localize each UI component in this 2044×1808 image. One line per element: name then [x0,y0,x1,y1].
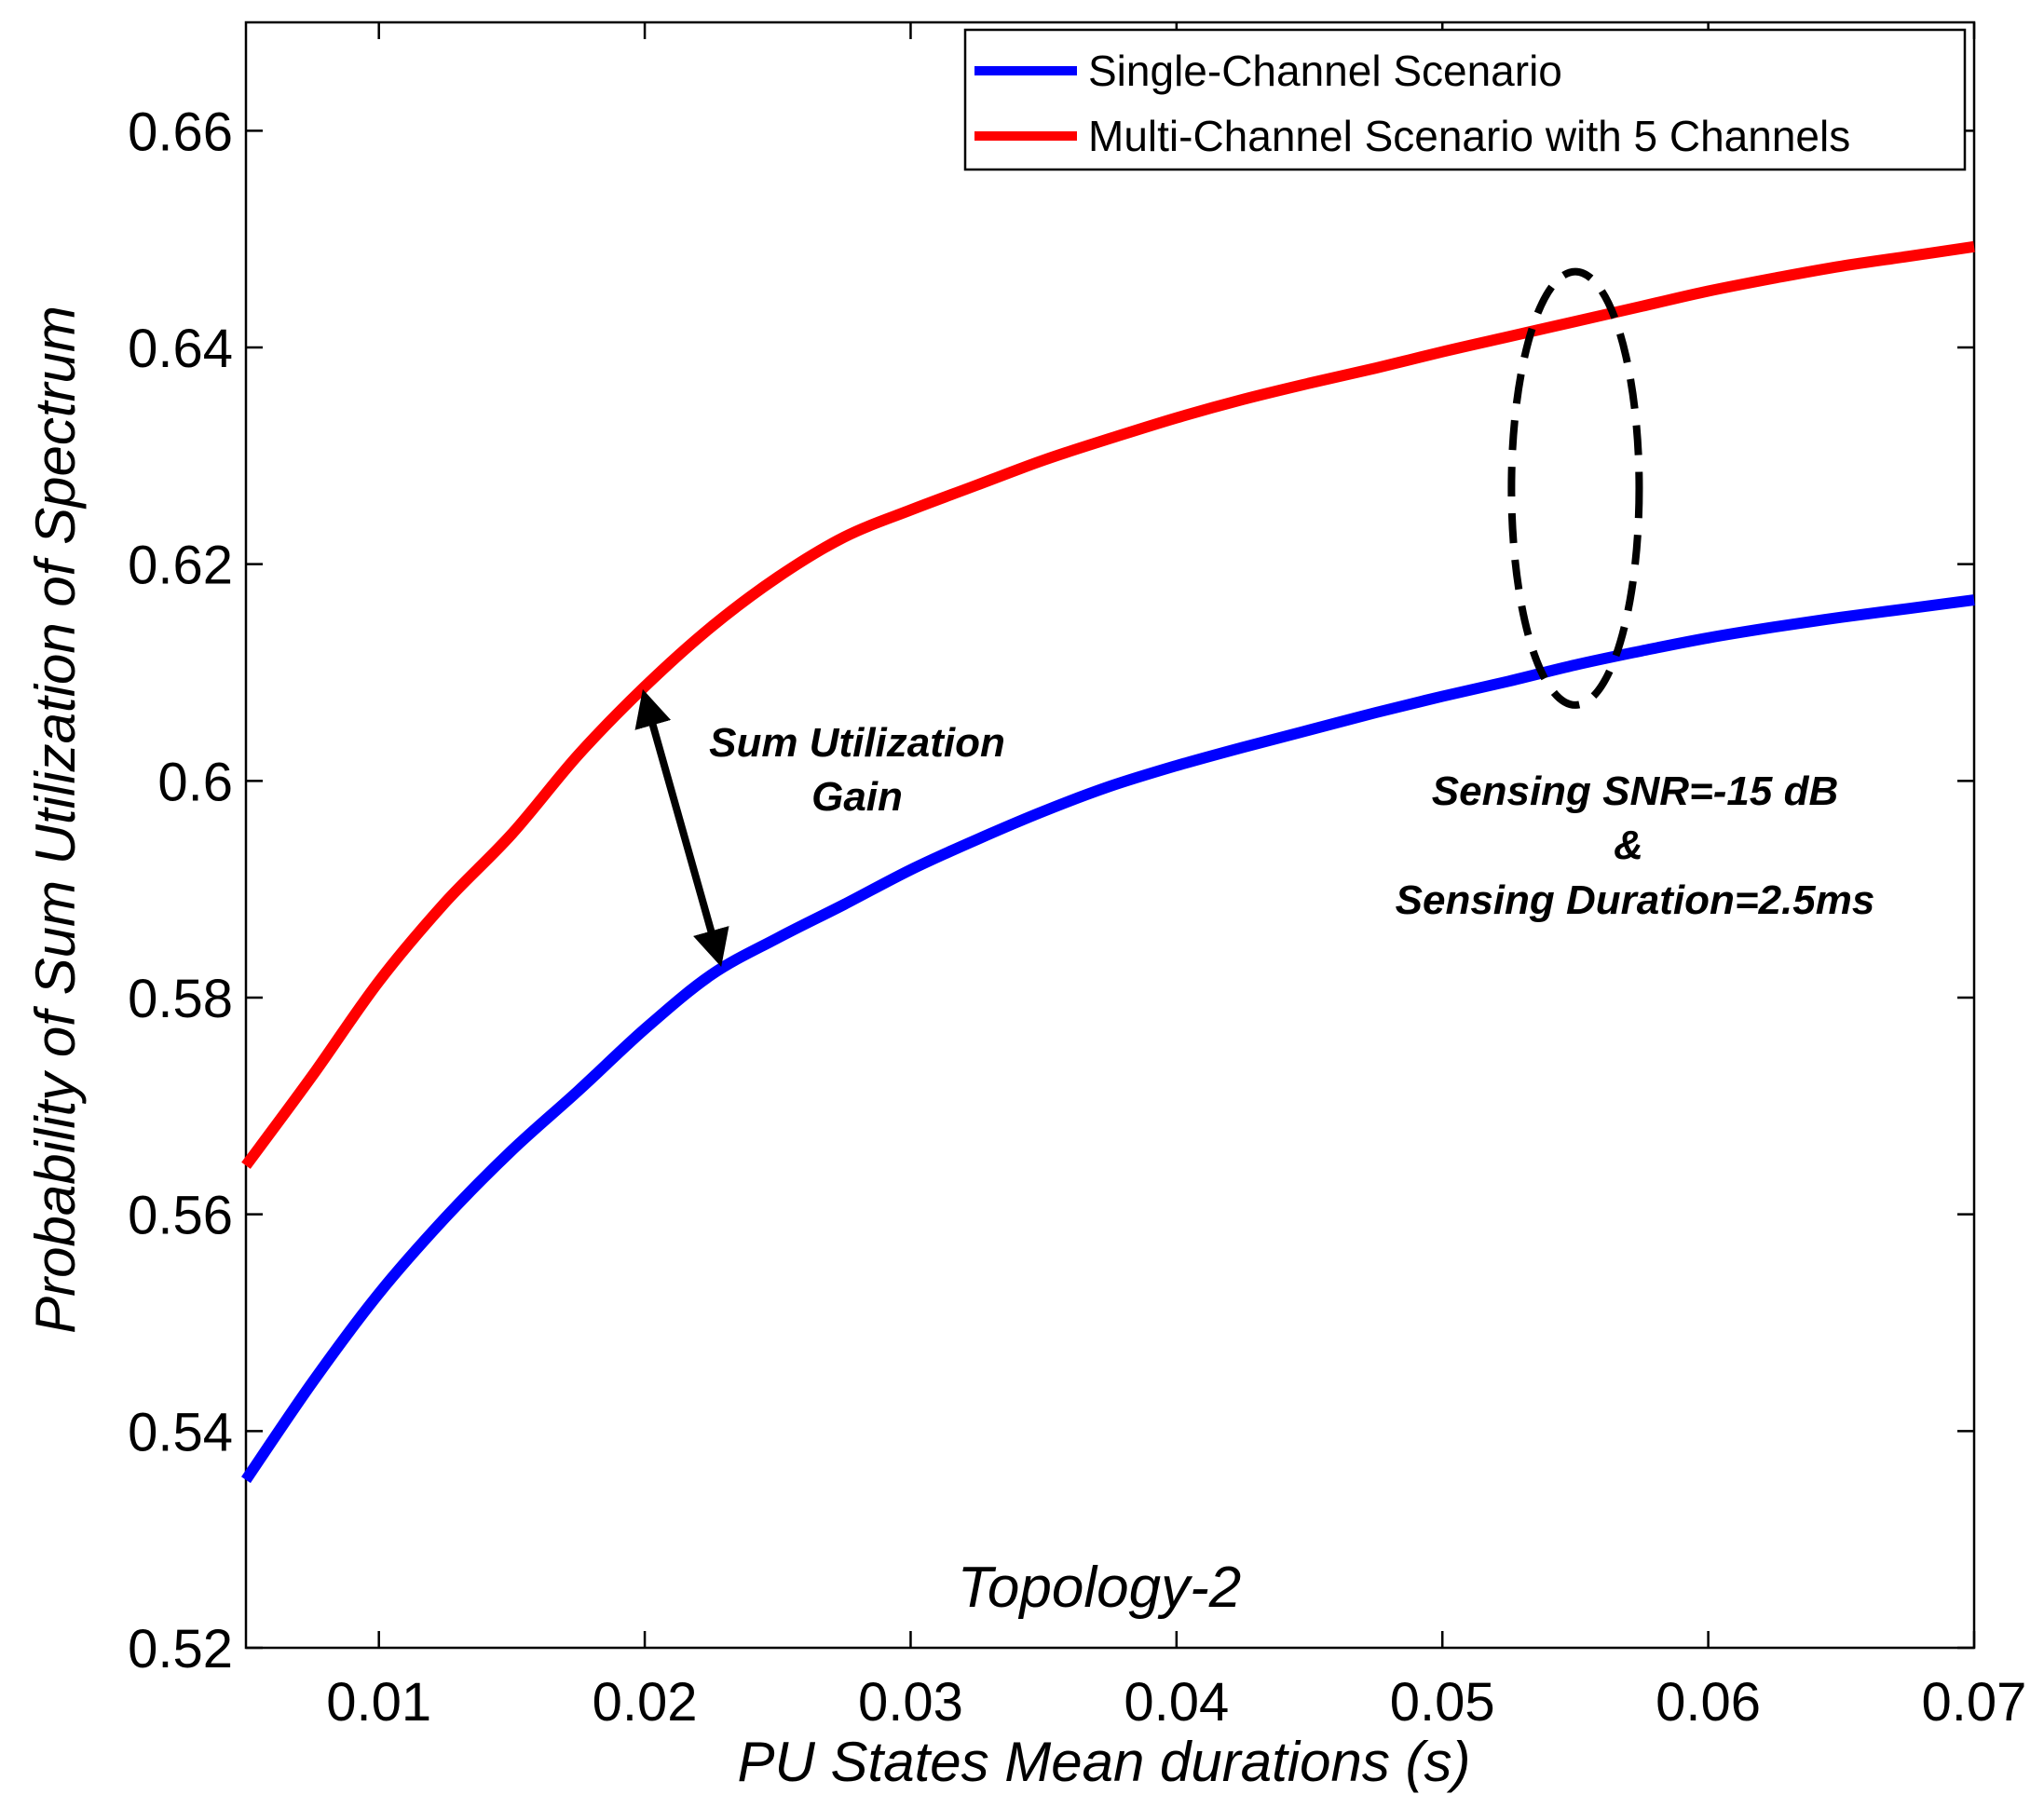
y-tick-label: 0.56 [128,1186,233,1246]
x-tick-label: 0.06 [1656,1672,1761,1733]
x-tick-label: 0.05 [1390,1672,1495,1733]
gain-label-line1: Sum Utilization [709,720,1005,766]
y-tick-label: 0.66 [128,102,233,162]
legend-box [963,28,1967,171]
legend: Single-Channel Scenario Multi-Channel Sc… [963,28,1967,171]
series-lines [241,240,1975,1484]
y-tick-label: 0.6 [157,752,233,812]
y-tick-label: 0.64 [128,319,233,379]
x-ticks: 0.01 0.02 0.03 0.04 0.05 0.06 0.07 [326,22,2026,1733]
x-tick-label: 0.04 [1124,1672,1229,1733]
snr-label-line1: Sensing SNR=-15 dB [1432,768,1838,814]
y-axis-label: Probability of Sum Utilization of Spectr… [24,306,87,1334]
series-line-single-channel [241,594,1975,1484]
snr-label-line2: & [1614,822,1643,868]
snr-label-line3: Sensing Duration=2.5ms [1396,877,1875,923]
y-tick-label: 0.54 [128,1402,233,1462]
y-tick-label: 0.62 [128,536,233,596]
y-tick-label: 0.58 [128,969,233,1029]
x-tick-label: 0.01 [326,1672,431,1733]
gain-label-line2: Gain [811,774,903,820]
gain-arrow-icon [634,688,729,967]
legend-label-single: Single-Channel Scenario [1088,47,1562,95]
y-tick-label: 0.52 [128,1619,233,1679]
x-tick-label: 0.03 [858,1672,963,1733]
x-tick-label: 0.02 [593,1672,698,1733]
legend-label-multi: Multi-Channel Scenario with 5 Channels [1088,112,1850,160]
x-tick-label: 0.07 [1922,1672,2027,1733]
series-line-multi-channel [241,240,1975,1169]
topology-label: Topology-2 [958,1556,1242,1620]
x-axis-label: PU States Mean durations (s) [737,1731,1470,1793]
y-ticks: 0.52 0.54 0.56 0.58 0.6 0.62 0.64 0.66 [128,102,1974,1679]
snr-ellipse [1507,267,1643,709]
